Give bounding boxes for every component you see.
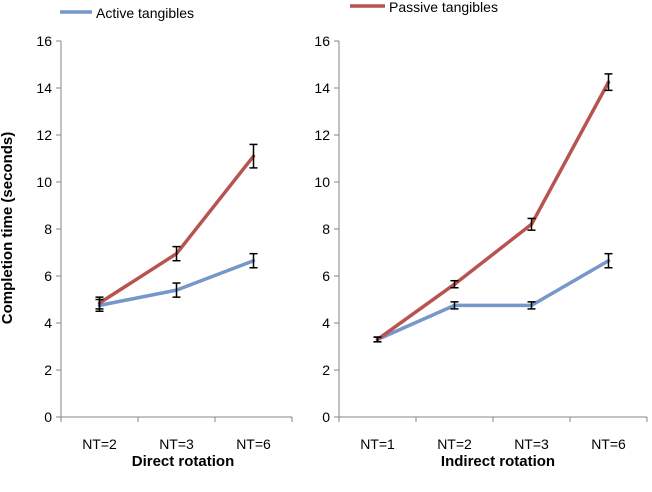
legend-passive-label: Passive tangibles xyxy=(389,0,498,15)
direct-active-error-bar xyxy=(249,252,258,269)
indirect-active-error-bar xyxy=(527,301,536,310)
indirect-passive-error-bar xyxy=(527,217,536,231)
indirect-y-tick-label: 12 xyxy=(314,127,330,143)
indirect-x-tick-label: NT=1 xyxy=(360,436,395,452)
direct-y-tick-label: 0 xyxy=(44,409,52,425)
direct-passive-series-line xyxy=(97,154,256,305)
indirect-passive-error-bar xyxy=(373,336,382,343)
direct-active-error-bar xyxy=(172,282,181,298)
direct-x-tick-label: NT=6 xyxy=(236,436,271,452)
direct-x-tick-label: NT=2 xyxy=(82,436,117,452)
indirect-y-tick-label: 0 xyxy=(322,409,330,425)
indirect-y-tick-label: 16 xyxy=(314,33,330,49)
indirect-x-tick-label: NT=6 xyxy=(591,436,626,452)
legend-active-label: Active tangibles xyxy=(96,5,194,21)
plot-direct-rotation: 0 2 4 6 8 10 12 14 16 NT=2 NT=3 NT=6 xyxy=(36,33,293,452)
direct-y-tick-label: 4 xyxy=(44,315,52,331)
indirect-x-tick-label: NT=2 xyxy=(437,436,472,452)
direct-y-tick-label: 6 xyxy=(44,268,52,284)
direct-y-tick-label: 12 xyxy=(36,127,52,143)
indirect-active-series-line xyxy=(375,258,611,342)
direct-y-tick-label: 16 xyxy=(36,33,52,49)
indirect-active-error-bar xyxy=(604,252,613,269)
x-axis-title-left: Direct rotation xyxy=(132,453,235,470)
direct-y-tick-label: 8 xyxy=(44,221,52,237)
indirect-y-tick-label: 8 xyxy=(322,221,330,237)
indirect-active-error-bar xyxy=(450,301,459,310)
indirect-passive-error-bar xyxy=(604,73,613,92)
plot-indirect-rotation: 0 2 4 6 8 10 12 14 16 NT=1 NT=2 NT=3 NT=6 xyxy=(314,33,648,452)
direct-passive-error-bar xyxy=(95,296,104,310)
direct-y-tick-label: 10 xyxy=(36,174,52,190)
indirect-passive-series-line xyxy=(375,80,611,342)
direct-y-tick-label: 14 xyxy=(36,80,52,96)
indirect-x-tick-label: NT=3 xyxy=(514,436,549,452)
indirect-passive-error-bar xyxy=(450,279,459,289)
y-axis-title: Completion time (seconds) xyxy=(0,132,16,325)
indirect-y-tick-label: 2 xyxy=(322,362,330,378)
direct-passive-error-bar xyxy=(249,143,258,169)
indirect-y-tick-label: 4 xyxy=(322,315,330,331)
direct-passive-error-bar xyxy=(172,245,181,262)
indirect-y-tick-label: 6 xyxy=(322,268,330,284)
indirect-y-tick-label: 14 xyxy=(314,80,330,96)
indirect-y-tick-label: 10 xyxy=(314,174,330,190)
direct-x-tick-label: NT=3 xyxy=(159,436,194,452)
direct-y-tick-label: 2 xyxy=(44,362,52,378)
x-axis-title-right: Indirect rotation xyxy=(441,453,555,470)
legend: Active tangibles Passive tangibles xyxy=(60,0,498,21)
